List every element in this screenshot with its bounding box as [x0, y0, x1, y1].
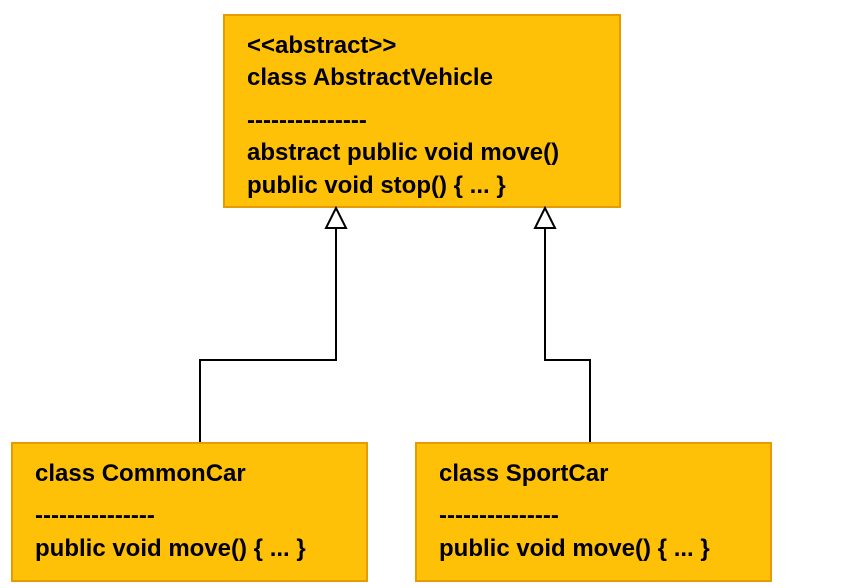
spacer: [35, 490, 344, 500]
classname-label: class AbstractVehicle: [247, 62, 597, 94]
method-label: public void stop() { ... }: [247, 170, 597, 202]
spacer: [439, 490, 748, 500]
inheritance-arrowhead-icon: [326, 208, 346, 228]
inheritance-edge: [545, 222, 590, 442]
class-box-common-car: class CommonCar --------------- public v…: [11, 442, 368, 582]
divider-label: ---------------: [247, 105, 597, 137]
class-box-abstract-vehicle: <<abstract>> class AbstractVehicle -----…: [223, 14, 621, 208]
divider-label: ---------------: [439, 500, 748, 532]
classname-label: class SportCar: [439, 458, 748, 490]
stereotype-label: <<abstract>>: [247, 30, 597, 62]
divider-label: ---------------: [35, 500, 344, 532]
class-box-sport-car: class SportCar --------------- public vo…: [415, 442, 772, 582]
method-label: abstract public void move(): [247, 137, 597, 169]
method-label: public void move() { ... }: [35, 533, 344, 565]
spacer: [247, 95, 597, 105]
inheritance-edge: [200, 222, 336, 442]
classname-label: class CommonCar: [35, 458, 344, 490]
inheritance-arrowhead-icon: [535, 208, 555, 228]
method-label: public void move() { ... }: [439, 533, 748, 565]
